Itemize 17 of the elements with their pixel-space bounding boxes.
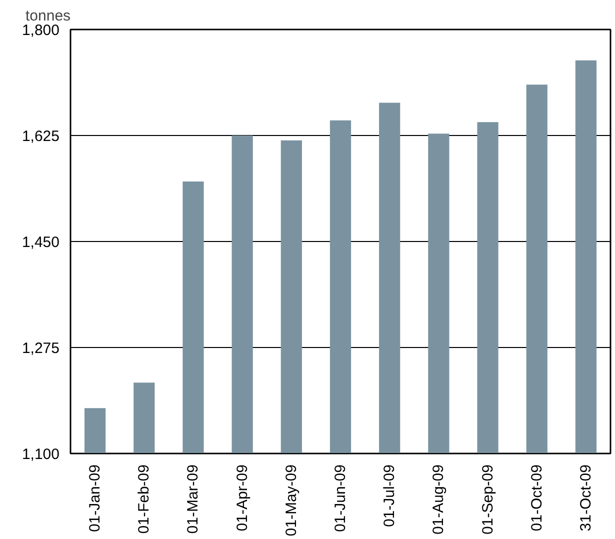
x-tick-label: 01-Oct-09 bbox=[528, 464, 546, 532]
y-tick-label: 1,800 bbox=[22, 22, 60, 39]
x-tick-label: 01-Jul-09 bbox=[381, 464, 398, 528]
x-tick-label: 01-Jan-09 bbox=[86, 464, 104, 532]
x-tick-label: 31-Oct-09 bbox=[577, 464, 594, 532]
y-axis-title: tonnes bbox=[26, 8, 71, 24]
x-tick-label: 01-Feb-09 bbox=[136, 464, 153, 534]
y-tick-label: 1,625 bbox=[22, 128, 60, 145]
x-tick-label: 01-Sep-09 bbox=[479, 464, 496, 535]
x-tick-label: 01-Aug-09 bbox=[430, 464, 448, 535]
x-tick-label: 01-May-09 bbox=[282, 464, 300, 536]
y-tick-label: 1,450 bbox=[22, 234, 60, 251]
x-tick-label: 01-Jun-09 bbox=[332, 464, 349, 532]
y-tick-label: 1,100 bbox=[22, 446, 60, 463]
y-tick-label: 1,275 bbox=[22, 340, 60, 357]
x-tick-label: 01-Mar-09 bbox=[184, 464, 202, 534]
x-tick-label: 01-Apr-09 bbox=[234, 464, 251, 532]
